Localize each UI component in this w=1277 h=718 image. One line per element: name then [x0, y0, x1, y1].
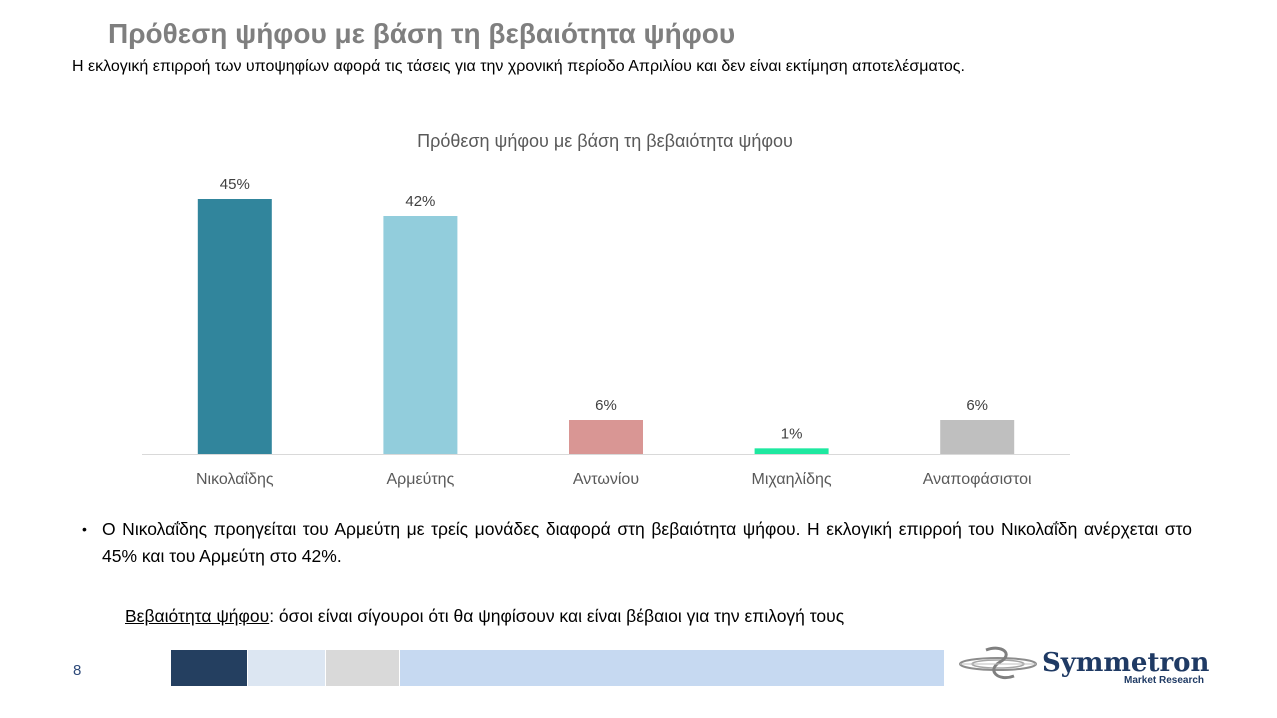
chart-title: Πρόθεση ψήφου με βάση τη βεβαιότητα ψήφο…	[417, 131, 793, 151]
data-label-4: 1%	[781, 425, 803, 442]
footer-bar-segment-1	[171, 650, 247, 686]
definition-note: Βεβαιότητα ψήφου: όσοι είναι σίγουροι ότ…	[125, 606, 844, 627]
data-label-5: 6%	[966, 397, 988, 414]
bar-3	[569, 420, 643, 454]
category-label-5: Αναποφάσιστοι	[923, 471, 1032, 488]
page-number: 8	[73, 662, 82, 679]
logo-subtitle: Market Research	[1124, 675, 1205, 686]
category-label-3: Αντωνίου	[573, 471, 639, 488]
bar-chart: Πρόθεση ψήφου με βάση τη βεβαιότητα ψήφο…	[142, 131, 1070, 488]
bullet-icon: •	[82, 521, 87, 537]
bar-1	[197, 199, 272, 454]
logo-name: Symmetron	[1042, 648, 1210, 678]
bar-2	[383, 216, 458, 454]
category-label-1: Νικολαΐδης	[196, 471, 274, 488]
summary-text: Ο Νικολαΐδης προηγείται του Αρμεύτη με τ…	[102, 519, 1192, 566]
symmetron-logo: Symmetron Market Research	[958, 644, 1218, 690]
slide-subtitle: Η εκλογική επιρροή των υποψηφίων αφορά τ…	[72, 58, 965, 75]
definition-text: : όσοι είναι σίγουροι ότι θα ψηφίσουν κα…	[269, 606, 845, 626]
footer-bar-segment-4	[400, 650, 944, 686]
bar-4	[754, 448, 829, 454]
data-label-1: 45%	[220, 176, 250, 193]
logo-swirl-icon	[959, 646, 1037, 679]
definition-term: Βεβαιότητα ψήφου	[125, 606, 270, 626]
footer-bar-segment-3	[326, 650, 399, 686]
footer-bar-segment-2	[248, 650, 325, 686]
category-label-4: Μιχαηλίδης	[752, 471, 832, 488]
category-label-2: Αρμεύτης	[386, 471, 454, 488]
bar-5	[940, 420, 1015, 454]
summary-bullet: • Ο Νικολαΐδης προηγείται του Αρμεύτη με…	[82, 516, 1192, 570]
data-label-2: 42%	[405, 193, 435, 210]
slide-title: Πρόθεση ψήφου με βάση τη βεβαιότητα ψήφο…	[108, 18, 736, 49]
data-label-3: 6%	[595, 397, 617, 414]
